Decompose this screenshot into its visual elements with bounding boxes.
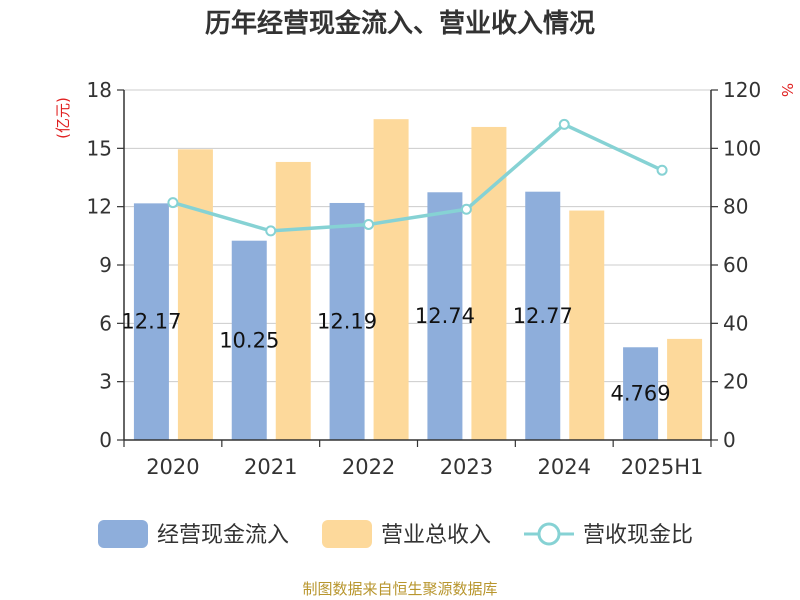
left-tick-label: 0 bbox=[99, 428, 112, 452]
bar-revenue bbox=[275, 161, 311, 440]
bar-cash-inflow bbox=[525, 191, 561, 440]
legend-swatch-cash-inflow bbox=[98, 520, 148, 548]
bar-revenue bbox=[667, 338, 703, 440]
bar-data-label: 12.74 bbox=[415, 304, 475, 328]
data-labels: 12.17 10.25 12.19 12.74 12.77 4.769 bbox=[121, 304, 670, 406]
ratio-line-path bbox=[172, 122, 663, 233]
bar-cash-inflow bbox=[231, 240, 267, 440]
right-tick-label: 40 bbox=[723, 311, 748, 335]
ratio-point bbox=[363, 218, 375, 230]
right-tick-label: 100 bbox=[723, 136, 761, 160]
legend-label-cash-inflow: 经营现金流入 bbox=[157, 523, 289, 548]
ratio-point bbox=[460, 203, 472, 215]
chart-title: 历年经营现金流入、营业收入情况 bbox=[205, 8, 595, 39]
ratio-point bbox=[558, 118, 570, 130]
ratio-line bbox=[167, 118, 668, 237]
right-axis-unit: % bbox=[778, 83, 796, 97]
gridlines bbox=[124, 89, 711, 383]
x-tick-label: 2021 bbox=[244, 455, 297, 479]
left-tick-label: 12 bbox=[87, 195, 112, 219]
x-tick-label: 2024 bbox=[538, 455, 591, 479]
left-axis-unit: (亿元) bbox=[54, 97, 72, 139]
left-tick-label: 9 bbox=[99, 253, 112, 277]
right-tick-label: 0 bbox=[723, 428, 736, 452]
bar-cash-inflow bbox=[427, 192, 463, 440]
legend-label-ratio: 营收现金比 bbox=[583, 523, 693, 548]
bar-cash-inflow bbox=[133, 203, 169, 440]
bar-data-label: 4.769 bbox=[611, 382, 671, 406]
legend-label-revenue: 营业总收入 bbox=[381, 523, 491, 548]
ratio-point bbox=[265, 225, 277, 237]
legend-swatch-ratio-marker bbox=[537, 522, 561, 546]
right-tick-label: 60 bbox=[723, 253, 748, 277]
bar-data-label: 10.25 bbox=[219, 328, 279, 352]
right-tick-label: 120 bbox=[723, 78, 761, 102]
x-tick-label: 2023 bbox=[440, 455, 493, 479]
bar-revenue bbox=[471, 126, 507, 440]
left-tick-label: 15 bbox=[87, 136, 112, 160]
source-note: 制图数据来自恒生聚源数据库 bbox=[302, 580, 497, 598]
bars bbox=[133, 119, 703, 441]
ratio-point bbox=[167, 197, 179, 209]
bar-cash-inflow bbox=[623, 347, 659, 440]
ratio-point bbox=[656, 164, 668, 176]
bar-data-label: 12.19 bbox=[317, 309, 377, 333]
legend: 经营现金流入 营业总收入 营收现金比 bbox=[98, 520, 693, 548]
left-tick-label: 6 bbox=[99, 311, 112, 335]
right-tick-label: 20 bbox=[723, 370, 748, 394]
bar-revenue bbox=[177, 149, 213, 441]
bar-revenue bbox=[373, 119, 409, 441]
bar-data-label: 12.17 bbox=[121, 310, 181, 334]
right-tick-label: 80 bbox=[723, 195, 748, 219]
x-tick-label: 2022 bbox=[342, 455, 395, 479]
x-tick-label: 2020 bbox=[146, 455, 199, 479]
axes: 0 3 6 9 12 15 18 0 20 40 60 80 100 120 (亿元)% 2020 2021 20… bbox=[54, 78, 796, 479]
bar-data-label: 12.77 bbox=[513, 304, 573, 328]
bar-cash-inflow bbox=[329, 202, 365, 440]
left-tick-label: 3 bbox=[99, 370, 112, 394]
legend-swatch-revenue bbox=[322, 520, 372, 548]
left-tick-label: 18 bbox=[87, 78, 112, 102]
x-tick-label: 2025H1 bbox=[621, 455, 704, 479]
bar-revenue bbox=[569, 210, 605, 440]
